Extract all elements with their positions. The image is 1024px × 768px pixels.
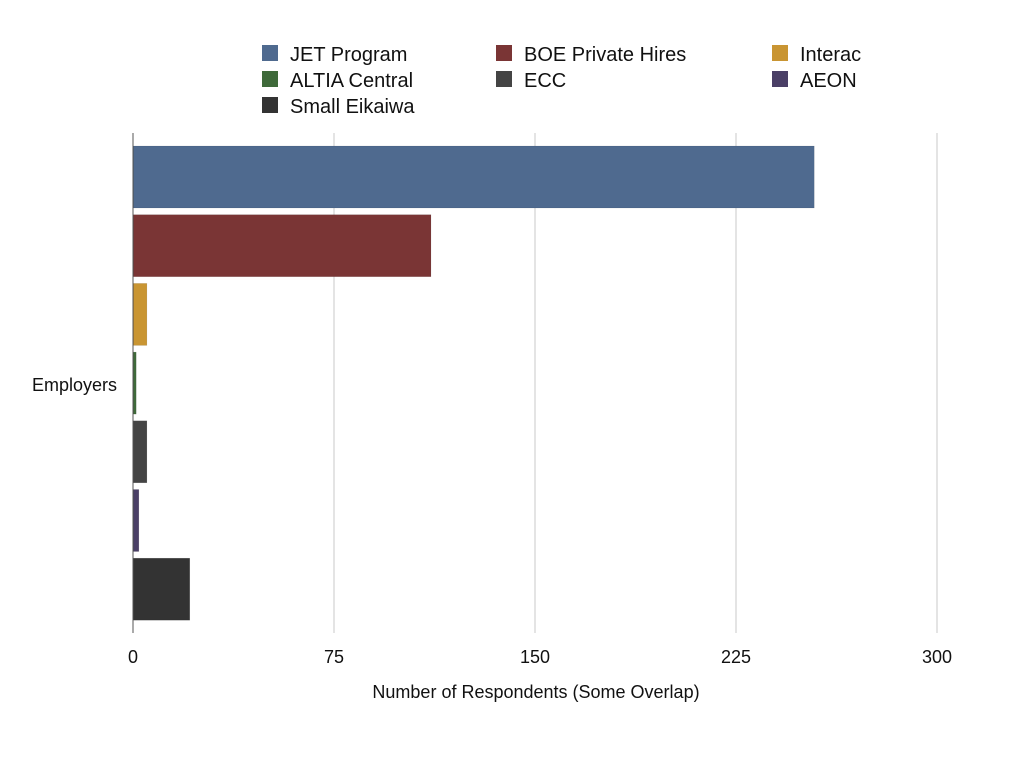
legend-item-ecc: ECC [496, 70, 566, 92]
legend-item-aeon: AEON [772, 70, 857, 92]
legend-swatch-boe-private-hires [496, 45, 512, 61]
x-tick-label-0: 0 [128, 647, 138, 667]
legend-swatch-jet-program [262, 45, 278, 61]
x-tick-labels: 0 75 150 225 300 [128, 647, 952, 667]
legend-item-boe-private-hires: BOE Private Hires [496, 44, 686, 66]
legend-swatch-aeon [772, 71, 788, 87]
x-axis-title: Number of Respondents (Some Overlap) [372, 682, 699, 702]
bar-boe-private-hires [133, 214, 432, 277]
legend-item-interac: Interac [772, 44, 861, 66]
legend-swatch-small-eikaiwa [262, 97, 278, 113]
legend-label-altia-central: ALTIA Central [290, 70, 413, 92]
legend: JET Program BOE Private Hires Interac ALTIA… [262, 44, 861, 118]
gridlines [333, 133, 938, 633]
legend-swatch-interac [772, 45, 788, 61]
bar-jet-program [133, 145, 815, 209]
legend-label-small-eikaiwa: Small Eikaiwa [290, 96, 415, 118]
x-tick-label-150: 150 [520, 647, 550, 667]
bar-altia-central [133, 351, 137, 415]
legend-label-jet-program: JET Program [290, 44, 407, 66]
legend-item-altia-central: ALTIA Central [262, 70, 413, 92]
x-tick-label-300: 300 [922, 647, 952, 667]
legend-label-boe-private-hires: BOE Private Hires [524, 44, 686, 66]
category-label-employers: Employers [32, 375, 117, 395]
bars [133, 145, 815, 621]
legend-item-jet-program: JET Program [262, 44, 407, 66]
legend-label-ecc: ECC [524, 70, 566, 92]
legend-swatch-ecc [496, 71, 512, 87]
legend-item-small-eikaiwa: Small Eikaiwa [262, 96, 415, 118]
x-tick-label-75: 75 [324, 647, 344, 667]
x-tick-label-225: 225 [721, 647, 751, 667]
legend-swatch-altia-central [262, 71, 278, 87]
legend-label-aeon: AEON [800, 70, 857, 92]
legend-label-interac: Interac [800, 44, 861, 66]
bar-aeon [133, 489, 140, 552]
bar-interac [133, 283, 148, 346]
bar-small-eikaiwa [133, 557, 191, 621]
bar-ecc [133, 420, 148, 484]
